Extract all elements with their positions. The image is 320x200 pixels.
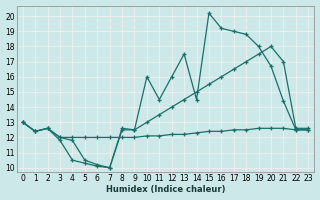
X-axis label: Humidex (Indice chaleur): Humidex (Indice chaleur) [106,185,225,194]
